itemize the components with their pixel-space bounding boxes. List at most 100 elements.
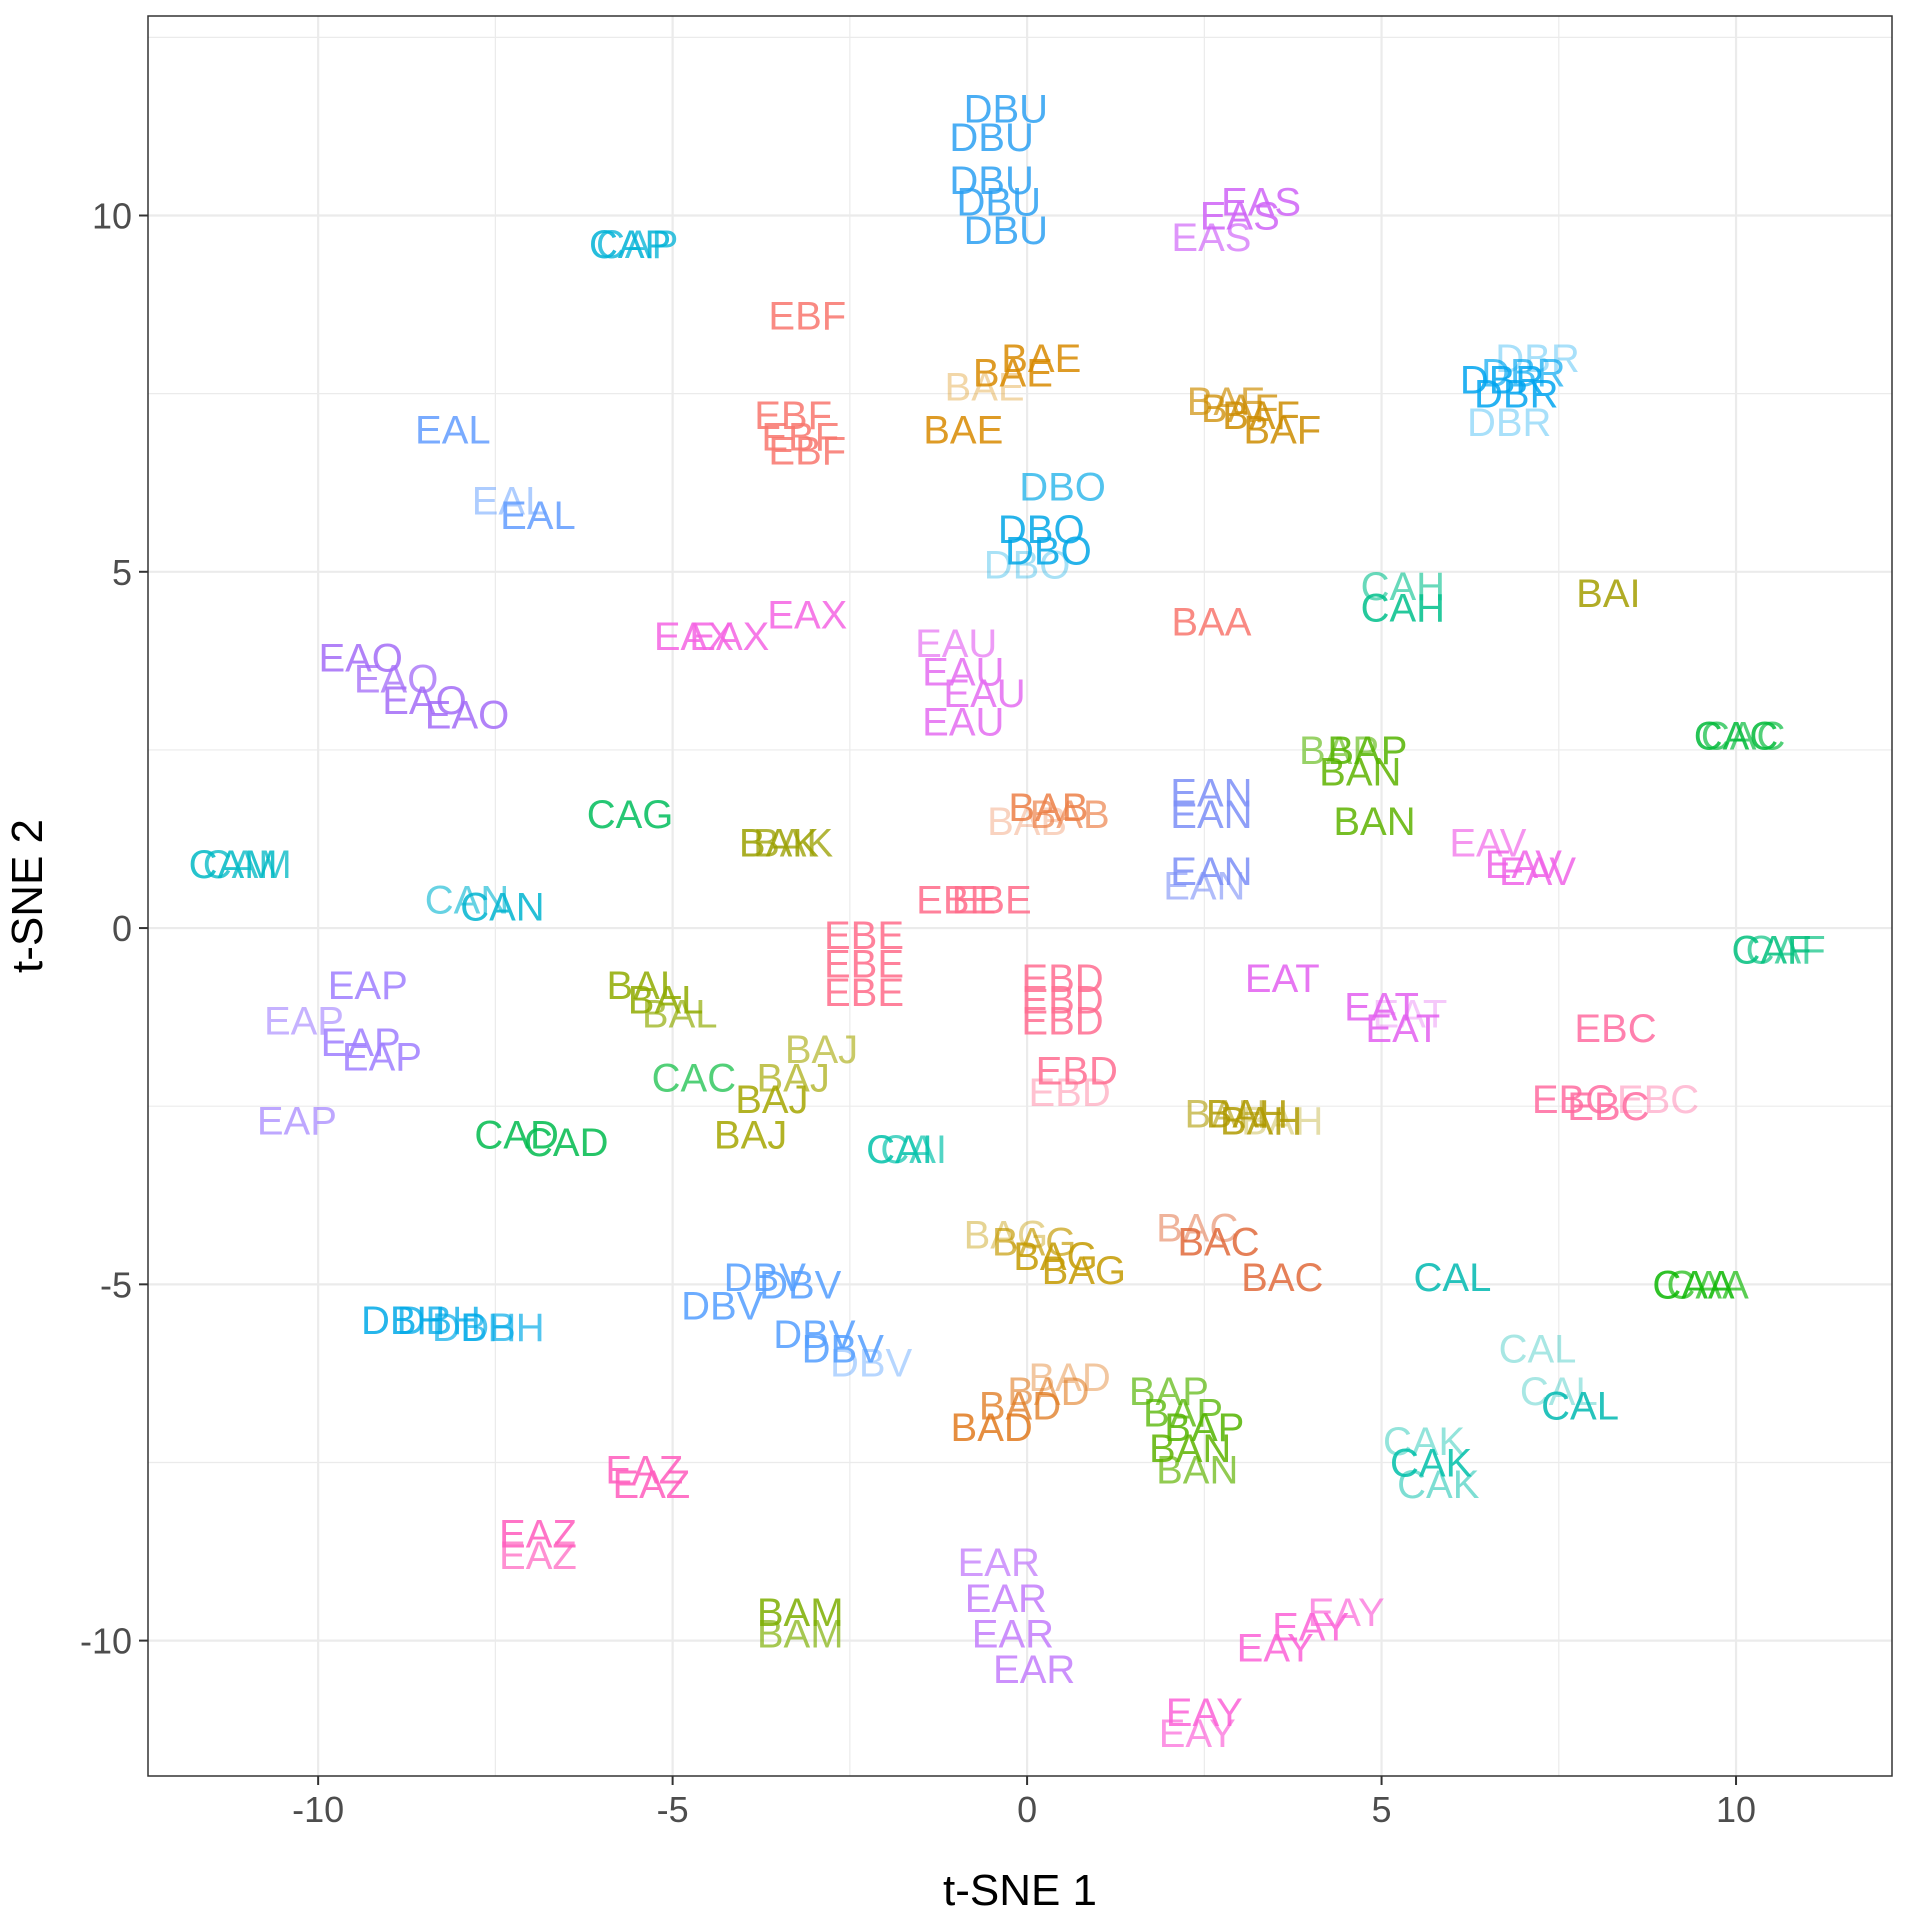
point-label-eap: EAP [321,1021,401,1065]
point-label-dbo: DBO [998,508,1085,552]
point-label-bab: BAB [1008,786,1088,830]
x-tick-label: 5 [1372,1789,1392,1830]
point-label-bap: BAP [1129,1370,1209,1414]
point-label-ban: BAN [1319,750,1401,794]
point-label-baf: BAF [1187,380,1265,424]
point-label-ean: EAN [1163,864,1245,908]
point-label-ban: BAN [1149,1427,1231,1471]
point-label-eav: EAV [1449,822,1526,866]
y-axis-title: t-SNE 2 [3,819,52,973]
point-label-eay: EAY [1166,1691,1243,1735]
point-label-bac: BAC [1177,1221,1259,1265]
data-points: BAABABBABBABBACBACBACBADBADBADBADBAEBAEB… [189,88,1826,1757]
point-label-eay: EAY [1159,1712,1236,1756]
point-label-bae: BAE [923,408,1003,452]
point-label-eav: EAV [1485,843,1562,887]
point-label-eax: EAX [654,615,734,659]
point-label-cac: CAC [1701,715,1785,759]
y-tick-label: 5 [112,552,132,593]
point-label-can: CAN [460,886,544,930]
point-label-eas: EAS [1200,195,1280,239]
point-label-ebc: EBC [1574,1007,1656,1051]
point-label-cal: CAL [1499,1327,1577,1371]
point-label-baj: BAJ [785,1028,858,1072]
point-label-eao: EAO [318,636,402,680]
point-label-eal: EAL [472,480,548,524]
y-tick-label: 10 [92,196,132,237]
point-label-dbh: DBH [396,1299,480,1343]
point-label-bak: BAK [739,822,819,866]
point-label-cai: CAI [880,1128,947,1172]
point-label-eax: EAX [689,615,769,659]
x-tick-label: -10 [292,1789,344,1830]
panel-border [147,15,1893,1777]
point-label-bab: BAB [1030,793,1110,837]
point-label-bag: BAG [964,1213,1048,1257]
point-label-eau: EAU [943,672,1025,716]
point-label-ean: EAN [1170,793,1252,837]
x-axis-ticks: -10 -5 0 5 10 [292,1776,1756,1830]
point-label-cap: CAP [589,223,671,267]
point-label-ebe: EBE [952,879,1032,923]
point-label-bak: BAK [753,822,833,866]
point-label-bac: BAC [1241,1256,1323,1300]
y-tick-label: 0 [112,908,132,949]
point-label-ebd: EBD [1036,1050,1118,1094]
point-label-bah: BAH [1184,1092,1266,1136]
point-label-dbu: DBU [949,159,1033,203]
point-label-ebe: EBE [916,879,996,923]
point-label-eal: EAL [415,408,491,452]
point-label-dbo: DBO [1005,529,1092,573]
point-label-bae: BAE [1001,337,1081,381]
point-label-ebd: EBD [1021,978,1103,1022]
point-label-eav: EAV [1499,850,1576,894]
y-tick-label: -5 [100,1264,132,1305]
point-label-bad: BAD [951,1406,1033,1450]
point-label-dbv: DBV [830,1342,913,1386]
point-label-dbu: DBU [964,88,1048,132]
point-label-dbr: DBR [1467,401,1551,445]
point-label-caa: CAA [1667,1263,1750,1307]
point-label-eau: EAU [922,700,1004,744]
point-label-eap: EAP [257,1099,337,1143]
point-label-eao: EAO [354,658,438,702]
point-label-dbv: DBV [681,1285,764,1329]
point-label-cam: CAM [189,843,278,887]
x-tick-label: -5 [657,1789,689,1830]
point-label-ebd: EBD [1021,957,1103,1001]
point-label-eat: EAT [1344,985,1419,1029]
point-label-cad: CAD [474,1114,558,1158]
point-label-ban: BAN [1156,1449,1238,1493]
point-label-bad: BAD [1029,1356,1111,1400]
point-label-bap: BAP [1164,1406,1244,1450]
point-label-eau: EAU [922,651,1004,695]
point-label-bap: BAP [1143,1392,1223,1436]
point-label-eay: EAY [1237,1627,1314,1671]
grid-lines [148,16,1892,1776]
point-label-bal: BAL [642,993,718,1037]
point-label-eao: EAO [425,693,509,737]
point-label-eay: EAY [1308,1591,1385,1635]
point-label-ean: EAN [1170,772,1252,816]
point-label-cad: CAD [524,1121,608,1165]
point-label-baf: BAF [1222,394,1300,438]
point-label-eat: EAT [1365,1007,1440,1051]
point-label-dbr: DBR [1460,358,1544,402]
y-tick-label: -10 [80,1621,132,1662]
point-label-dbr: DBR [1495,337,1579,381]
point-label-ban: BAN [1333,800,1415,844]
point-label-bap: BAP [1299,729,1379,773]
point-label-eaz: EAZ [612,1463,690,1507]
point-label-cag: CAG [587,793,674,837]
point-label-dbo: DBO [1019,465,1106,509]
point-label-ebe: EBE [824,971,904,1015]
point-label-dbh: DBH [432,1306,516,1350]
point-label-cak: CAK [1397,1463,1480,1507]
point-label-eal: EAL [500,494,576,538]
point-label-bai: BAI [1576,572,1640,616]
point-label-baj: BAJ [714,1114,787,1158]
point-label-bam: BAM [757,1591,844,1635]
point-label-dbv: DBV [724,1256,807,1300]
point-label-ebd: EBD [1029,1071,1111,1115]
